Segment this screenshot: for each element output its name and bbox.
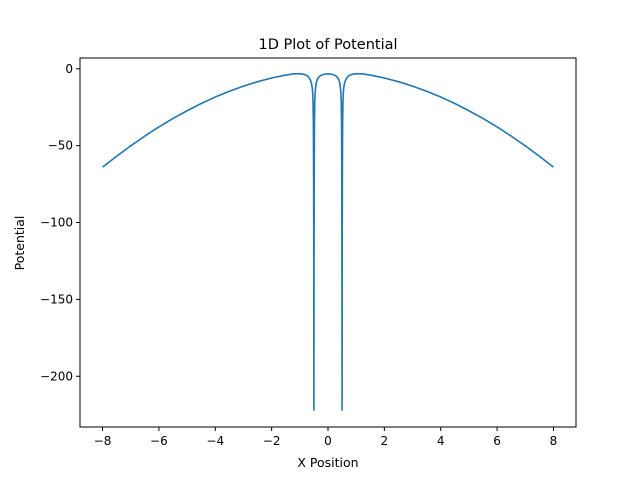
x-tick-label: 6 bbox=[493, 434, 501, 448]
x-axis-label: X Position bbox=[297, 455, 358, 470]
x-tick-label: 4 bbox=[437, 434, 445, 448]
x-tick-label: −8 bbox=[94, 434, 112, 448]
plot-area bbox=[102, 72, 554, 411]
x-tick-label: 2 bbox=[381, 434, 389, 448]
x-tick-label: 8 bbox=[550, 434, 558, 448]
y-tick-label: −200 bbox=[40, 369, 73, 383]
x-tick-label: −2 bbox=[263, 434, 281, 448]
y-axis-ticks: 0 −50 −100 −150 −200 bbox=[40, 62, 80, 383]
axes-frame bbox=[79, 57, 577, 428]
y-tick-label: −50 bbox=[48, 139, 73, 153]
y-tick-label: −150 bbox=[40, 292, 73, 306]
y-axis-label: Potential bbox=[12, 216, 27, 271]
y-tick-label: 0 bbox=[65, 62, 73, 76]
y-tick-label: −100 bbox=[40, 216, 73, 230]
series-line-0 bbox=[102, 72, 554, 411]
chart-title: 1D Plot of Potential bbox=[258, 37, 397, 53]
x-axis-ticks: −8 −6 −4 −2 0 2 4 6 8 bbox=[94, 427, 558, 448]
x-tick-label: −6 bbox=[150, 434, 168, 448]
x-tick-label: −4 bbox=[206, 434, 224, 448]
x-tick-label: 0 bbox=[324, 434, 332, 448]
